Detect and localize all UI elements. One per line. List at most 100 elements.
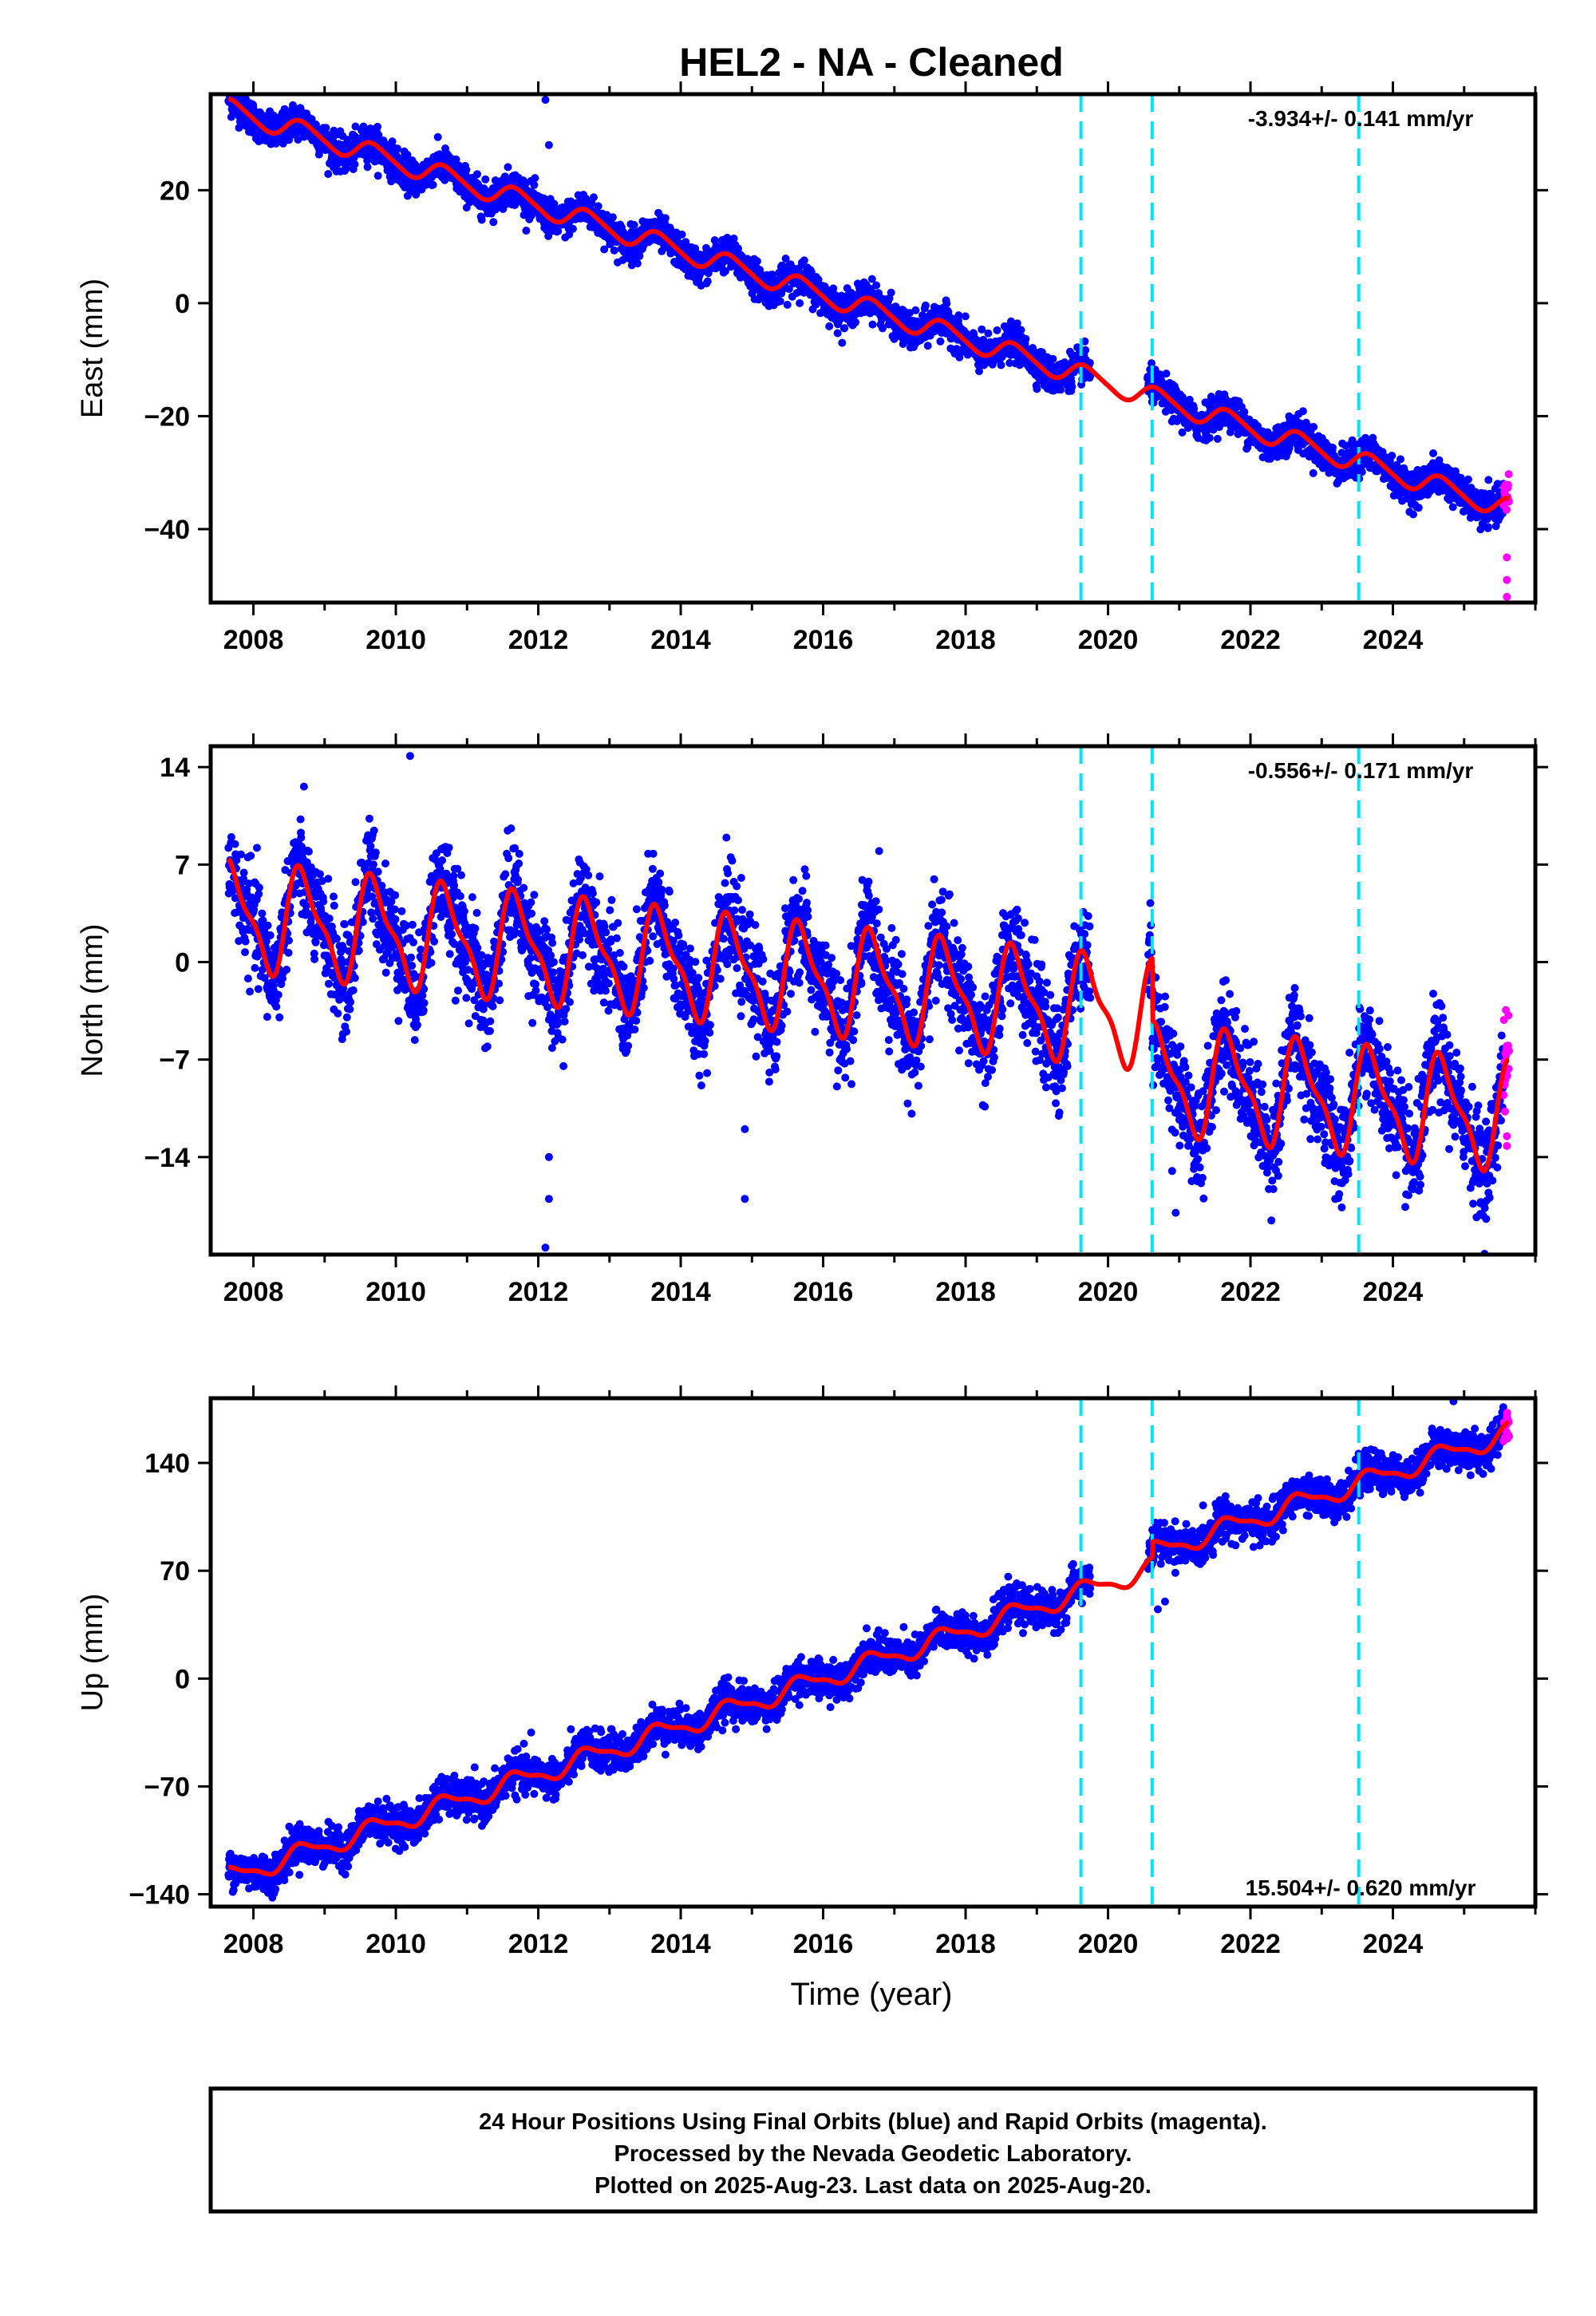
east-y-tick-label: 20 bbox=[160, 176, 190, 206]
east-x-tick-label: 2016 bbox=[793, 625, 854, 655]
east-outlier-point bbox=[1503, 592, 1511, 601]
east-x-tick-label: 2020 bbox=[1078, 625, 1139, 655]
east-data-point bbox=[1298, 407, 1307, 416]
east-data-point bbox=[984, 329, 993, 338]
north-data-point bbox=[381, 968, 390, 977]
east-y-tick-label: 0 bbox=[175, 289, 190, 319]
east-data-point bbox=[1017, 326, 1025, 334]
east-data-point bbox=[1414, 504, 1423, 512]
north-data-point bbox=[272, 1002, 281, 1011]
east-x-tick-label: 2010 bbox=[365, 625, 426, 655]
east-data-point bbox=[868, 320, 877, 329]
east-data-point bbox=[1483, 523, 1492, 532]
north-data-point bbox=[266, 931, 275, 939]
east-data-point bbox=[618, 255, 627, 264]
panel-north: 2008 2010 2012 2014 2016 2018 2020 2022 2024−14−… bbox=[76, 733, 1548, 1307]
north-data-point bbox=[341, 920, 349, 928]
east-data-point bbox=[800, 256, 808, 265]
east-data-point bbox=[363, 163, 372, 172]
north-data-point bbox=[243, 974, 252, 983]
east-data-point bbox=[481, 175, 490, 184]
east-data-point bbox=[635, 251, 644, 260]
north-data-point bbox=[315, 870, 324, 879]
east-data-point bbox=[833, 329, 842, 338]
north-data-point bbox=[310, 954, 319, 963]
north-data-point bbox=[397, 907, 406, 915]
north-data-point bbox=[342, 1013, 351, 1022]
east-outlier-point bbox=[342, 157, 350, 166]
east-data-point bbox=[1213, 434, 1222, 443]
north-data-point bbox=[247, 852, 255, 860]
east-data-point bbox=[993, 326, 1001, 334]
panel-east: 2008 2010 2012 2014 2016 2018 2020 2022 2024−40−… bbox=[76, 81, 1548, 655]
east-x-tick-label: 2008 bbox=[223, 625, 284, 655]
north-data-point bbox=[255, 883, 263, 892]
north-data-point bbox=[349, 986, 358, 994]
east-data-point bbox=[322, 124, 330, 132]
east-y-tick-label: −40 bbox=[144, 515, 190, 545]
east-equipment-lines bbox=[1079, 94, 1361, 603]
east-y-tick-label: −20 bbox=[144, 401, 190, 432]
north-data-point bbox=[237, 850, 245, 859]
east-data-point bbox=[887, 288, 895, 297]
east-data-point bbox=[590, 193, 598, 202]
east-data-point bbox=[477, 215, 486, 224]
east-data-point bbox=[544, 231, 553, 240]
north-data-point bbox=[305, 848, 313, 856]
north-data-point bbox=[369, 915, 377, 923]
north-data-point bbox=[241, 937, 250, 946]
east-data-point bbox=[610, 246, 618, 255]
east-points bbox=[224, 83, 1513, 601]
east-data-point bbox=[783, 300, 792, 309]
east-data-point bbox=[1448, 503, 1457, 512]
east-data-point bbox=[351, 122, 360, 131]
north-data-point bbox=[258, 909, 267, 918]
east-data-point bbox=[997, 361, 1005, 370]
east-rate-label: -3.934+/- 0.141 mm/yr bbox=[1248, 106, 1474, 131]
east-data-point bbox=[1503, 505, 1511, 514]
east-data-point bbox=[923, 342, 932, 350]
east-data-point bbox=[530, 180, 539, 189]
east-x-tick-label: 2014 bbox=[650, 625, 711, 655]
east-data-point bbox=[1484, 476, 1493, 484]
north-data-point bbox=[282, 966, 291, 974]
east-data-point bbox=[838, 338, 847, 347]
east-data-point bbox=[678, 230, 686, 239]
north-data-point bbox=[241, 948, 249, 957]
east-data-point bbox=[911, 306, 920, 314]
east-data-point bbox=[658, 247, 666, 255]
east-x-tick-label: 2022 bbox=[1220, 625, 1281, 655]
east-data-point bbox=[1504, 470, 1513, 479]
north-data-point bbox=[231, 840, 239, 848]
east-data-point bbox=[1049, 354, 1057, 363]
east-data-point bbox=[531, 174, 539, 183]
east-data-point bbox=[1503, 480, 1512, 489]
east-data-point bbox=[703, 277, 712, 286]
north-data-point bbox=[263, 921, 272, 930]
north-data-point bbox=[285, 936, 293, 945]
east-data-point bbox=[550, 200, 559, 208]
north-data-point bbox=[365, 814, 373, 823]
east-data-point bbox=[734, 244, 742, 253]
east-data-point bbox=[324, 170, 333, 178]
east-data-point bbox=[753, 257, 761, 266]
north-data-point bbox=[391, 915, 400, 923]
east-data-point bbox=[350, 160, 359, 168]
east-data-point bbox=[452, 155, 460, 164]
east-data-point bbox=[522, 227, 531, 235]
east-data-point bbox=[594, 202, 602, 211]
north-data-point bbox=[311, 938, 320, 947]
east-data-point bbox=[872, 281, 881, 290]
north-data-point bbox=[333, 935, 341, 943]
north-data-point bbox=[253, 844, 261, 852]
north-data-point bbox=[346, 1005, 354, 1014]
east-data-point bbox=[1309, 468, 1317, 477]
east-data-point bbox=[942, 299, 951, 308]
north-data-point bbox=[366, 842, 375, 851]
north-data-point bbox=[296, 815, 305, 824]
north-data-point bbox=[369, 860, 377, 869]
east-data-point bbox=[1464, 475, 1472, 484]
east-data-point bbox=[1409, 510, 1417, 519]
east-data-point bbox=[225, 83, 233, 91]
east-data-point bbox=[1310, 423, 1318, 431]
